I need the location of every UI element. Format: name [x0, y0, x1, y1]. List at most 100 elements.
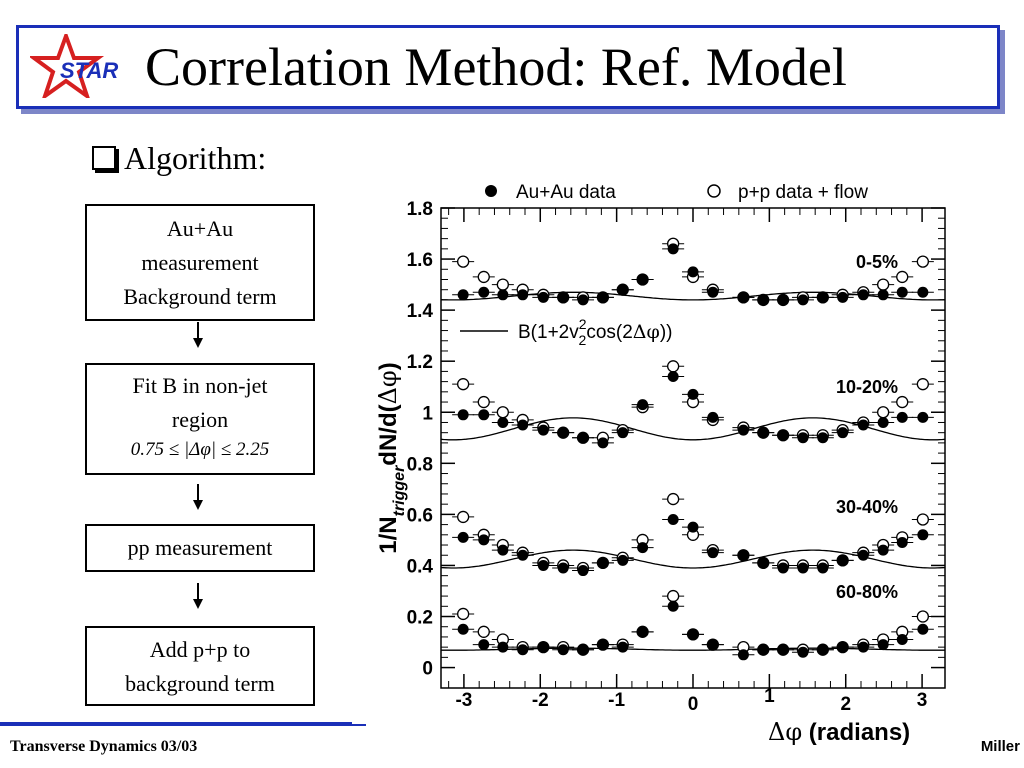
auau-data-point: [837, 554, 849, 566]
auau-data-point: [777, 562, 789, 574]
pp-data-point: [666, 589, 680, 603]
auau-data-point: [737, 424, 749, 436]
footer-left-text: Transverse Dynamics 03/03: [10, 738, 198, 755]
auau-data-point: [837, 291, 849, 303]
flow-step1-line1: Au+Au: [166, 216, 234, 241]
auau-data-point: [707, 411, 719, 423]
x-tick-label: 3: [917, 690, 928, 711]
pp-data-point: [477, 625, 490, 638]
legend-pp-label: p+p data + flow: [738, 182, 868, 203]
auau-data-point: [637, 273, 649, 285]
auau-data-point: [597, 291, 609, 303]
flow-step4-line1: Add p+p to: [149, 637, 251, 662]
pp-data-point: [876, 278, 890, 291]
x-tick-label: -1: [608, 690, 625, 711]
auau-data-point: [917, 529, 929, 541]
auau-data-point: [757, 294, 769, 306]
pp-data-point: [916, 513, 930, 526]
auau-data-point: [757, 644, 769, 656]
auau-data-point: [637, 626, 649, 638]
auau-data-point: [557, 291, 569, 303]
auau-data-point: [497, 289, 509, 301]
auau-data-point: [617, 641, 629, 653]
x-tick-label: 1: [764, 686, 775, 707]
auau-data-point: [457, 623, 469, 635]
pp-data-point: [456, 510, 470, 524]
y-tick-label: 1.2: [407, 352, 433, 373]
x-tick-label: -3: [455, 690, 472, 711]
auau-data-point: [777, 294, 789, 306]
auau-data-point: [917, 623, 929, 635]
auau-data-point: [497, 641, 509, 653]
auau-data-point: [737, 549, 749, 561]
pp-data-point: [916, 610, 930, 623]
auau-data-point: [617, 427, 629, 439]
y-tick-label: 1.4: [407, 301, 434, 322]
auau-data-point: [577, 644, 589, 656]
flow-step-pp-measurement: pp measurement: [85, 524, 315, 572]
x-tick-label: 0: [688, 694, 699, 715]
legend-filled-marker: [485, 185, 497, 197]
auau-data-point: [497, 544, 509, 556]
footer-right-text: Miller: [980, 738, 1020, 755]
auau-data-point: [457, 531, 469, 543]
auau-data-point: [817, 432, 829, 444]
centrality-label: 30-40%: [836, 497, 898, 517]
auau-data-point: [896, 411, 908, 423]
auau-data-point: [537, 641, 549, 653]
auau-data-point: [667, 513, 679, 525]
legend-open-marker: [707, 184, 721, 198]
pp-data-point: [896, 270, 909, 284]
auau-data-point: [857, 549, 869, 561]
footer-divider: [0, 722, 352, 726]
auau-data-point: [777, 429, 789, 441]
pp-data-point: [666, 492, 680, 506]
auau-data-point: [497, 416, 509, 428]
auau-data-point: [557, 562, 569, 574]
pp-data-point: [876, 406, 890, 419]
auau-data-point: [557, 427, 569, 439]
flow-step2-line1: Fit B in non-jet: [132, 373, 268, 398]
auau-data-point: [837, 641, 849, 653]
auau-data-point: [478, 534, 490, 546]
flow-step1-line3: Background term: [123, 284, 277, 309]
pp-data-point: [477, 395, 490, 409]
y-axis-label: 1/NtriggerdN/d(Δφ): [374, 362, 408, 553]
centrality-label: 10-20%: [836, 377, 898, 397]
auau-data-point: [517, 549, 529, 561]
auau-data-point: [537, 559, 549, 571]
auau-data-point: [797, 294, 809, 306]
arrow-down-icon: [193, 583, 203, 609]
slide-title: Correlation Method: Ref. Model: [145, 37, 847, 97]
x-tick-label: -2: [532, 690, 549, 711]
logo-text: STAR: [60, 58, 118, 83]
centrality-label: 0-5%: [856, 252, 898, 272]
auau-data-point: [757, 427, 769, 439]
pp-data-point: [896, 395, 909, 409]
auau-data-point: [687, 521, 699, 533]
checkbox-bullet-icon: [92, 146, 116, 170]
auau-data-point: [557, 644, 569, 656]
pp-data-point: [456, 607, 470, 621]
arrow-down-icon: [193, 322, 203, 348]
auau-data-point: [857, 419, 869, 431]
star-logo-icon: STAR: [30, 34, 118, 98]
auau-data-point: [707, 547, 719, 559]
bullet-algorithm: Algorithm:: [92, 140, 266, 177]
y-tick-label: 1.6: [407, 250, 433, 271]
flow-step-fit-b: Fit B in non-jet region 0.75 ≤ |Δφ| ≤ 2.…: [85, 363, 315, 475]
auau-data-point: [597, 639, 609, 651]
pp-data-point: [916, 255, 930, 268]
bullet-text: Algorithm:: [124, 140, 267, 176]
x-axis-label: Δφ (radians): [768, 718, 910, 746]
legend-fit-label: B(1+2v2 2cos(2Δφ)): [518, 316, 672, 348]
auau-data-point: [896, 286, 908, 298]
auau-data-point: [797, 646, 809, 658]
auau-data-point: [537, 291, 549, 303]
auau-data-point: [597, 437, 609, 449]
auau-data-point: [687, 628, 699, 640]
auau-data-point: [777, 644, 789, 656]
y-tick-label: 0: [422, 659, 433, 680]
y-tick-label: 1.8: [407, 199, 433, 220]
title-box: [16, 25, 1000, 109]
